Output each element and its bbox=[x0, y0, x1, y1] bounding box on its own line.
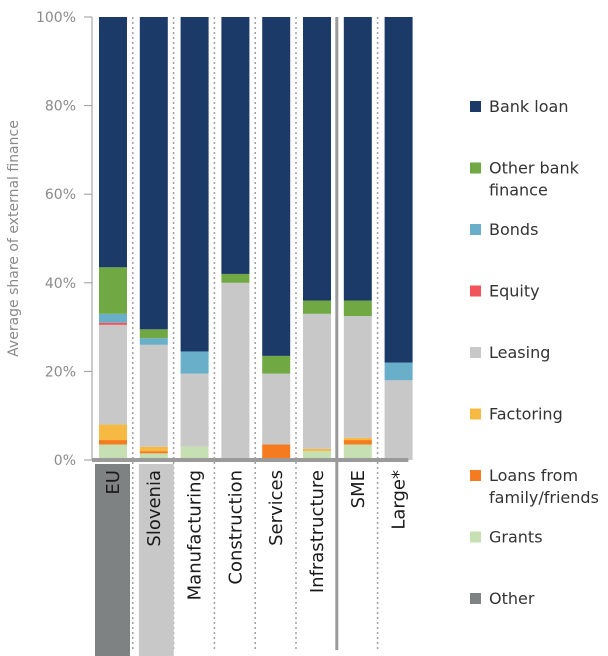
bar-segment-grants bbox=[343, 444, 372, 460]
legend-label: Bank loan bbox=[489, 97, 568, 116]
category-labels: EU Slovenia Manufacturing Construction Servi… bbox=[95, 464, 410, 656]
bar-segment-bank-loan bbox=[303, 17, 331, 301]
legend-label: Other bbox=[489, 589, 535, 608]
bar-segment-other-bank-finance bbox=[262, 355, 291, 374]
legend-label: Bonds bbox=[489, 220, 538, 239]
bar-segment-equity bbox=[99, 322, 127, 325]
bar-segment-leasing bbox=[221, 282, 250, 460]
bar-segment-bank-loan bbox=[262, 17, 291, 356]
bar-segment-loans-from-family-friends bbox=[343, 440, 372, 445]
bar-segment-factoring bbox=[343, 437, 372, 441]
bar-segment-bank-loan bbox=[99, 17, 127, 268]
y-tick-label: 80% bbox=[45, 99, 76, 115]
bar-segment-leasing bbox=[99, 324, 127, 425]
category-label: Slovenia bbox=[144, 470, 165, 547]
y-tick-label: 60% bbox=[45, 187, 76, 203]
bar-segment-bonds bbox=[180, 351, 209, 374]
category-label: Large* bbox=[389, 470, 410, 530]
y-axis-title: Average share of external finance bbox=[6, 120, 22, 357]
bar-segment-leasing bbox=[262, 373, 291, 445]
legend-label: Other bank bbox=[489, 159, 580, 178]
bar-segment-bank-loan bbox=[221, 17, 250, 274]
bar-segment-leasing bbox=[303, 313, 331, 449]
category-label: EU bbox=[103, 470, 124, 495]
category-label: Infrastructure bbox=[307, 470, 328, 593]
bar-segment-bonds bbox=[384, 362, 413, 381]
bar-segment-bank-loan bbox=[139, 17, 168, 330]
category-label: SME bbox=[348, 470, 369, 508]
legend-label: family/friends bbox=[489, 488, 599, 507]
legend-label: Equity bbox=[489, 282, 540, 301]
bar-segment-leasing bbox=[139, 344, 168, 447]
legend-swatch bbox=[470, 162, 481, 174]
bars bbox=[99, 17, 413, 460]
bar-segment-other-bank-finance bbox=[139, 329, 168, 339]
bar-segment-leasing bbox=[343, 316, 372, 438]
bar-segment-other-bank-finance bbox=[221, 273, 250, 283]
y-tick-label: 40% bbox=[45, 276, 76, 292]
legend-label: Loans from bbox=[489, 466, 578, 485]
y-axis: 0% 20% 40% 60% 80% 100% Average share of exter… bbox=[6, 10, 93, 469]
bar-segment-other-bank-finance bbox=[99, 267, 127, 314]
bar-segment-factoring bbox=[139, 446, 168, 452]
legend-swatch bbox=[470, 593, 481, 604]
legend-swatch bbox=[470, 470, 481, 481]
category-label-background bbox=[138, 464, 174, 656]
y-tick-label: 0% bbox=[54, 453, 76, 469]
bar-segment-other-bank-finance bbox=[343, 300, 372, 317]
bar-segment-loans-from-family-friends bbox=[99, 440, 127, 445]
legend-swatch bbox=[470, 347, 481, 358]
legend-swatch bbox=[470, 224, 481, 235]
category-label: Construction bbox=[225, 470, 246, 585]
bar-segment-grants bbox=[303, 451, 331, 460]
legend-label: Leasing bbox=[489, 343, 550, 362]
legend-label: Grants bbox=[489, 528, 543, 547]
legend-swatch bbox=[470, 285, 481, 297]
bar-segment-bank-loan bbox=[384, 17, 413, 363]
bar-segment-leasing bbox=[180, 373, 209, 447]
legend-label: finance bbox=[489, 181, 548, 200]
legend-swatch bbox=[470, 408, 481, 420]
bar-segment-other-bank-finance bbox=[303, 300, 331, 314]
category-label-background bbox=[95, 464, 130, 656]
legend-label: Factoring bbox=[489, 405, 563, 424]
bar-segment-bank-loan bbox=[180, 17, 209, 352]
bar-segment-grants bbox=[139, 453, 168, 460]
bar-segment-bonds bbox=[139, 338, 168, 345]
bar-segment-factoring bbox=[303, 448, 331, 452]
legend-swatch bbox=[470, 101, 481, 112]
category-separators bbox=[132, 17, 379, 650]
bar-segment-grants bbox=[99, 444, 127, 460]
bar-segment-loans-from-family-friends bbox=[262, 444, 291, 460]
bar-segment-leasing bbox=[384, 380, 413, 460]
category-label: Manufacturing bbox=[185, 470, 206, 600]
legend-swatch bbox=[470, 531, 481, 543]
bar-segment-loans-from-family-friends bbox=[139, 451, 168, 454]
y-tick-label: 100% bbox=[36, 10, 76, 26]
y-tick-label: 20% bbox=[45, 364, 76, 380]
bar-segment-bonds bbox=[99, 313, 127, 323]
category-label: Services bbox=[266, 470, 287, 546]
legend: Bank loan Other bank finance Bonds Equity Lea… bbox=[470, 97, 599, 608]
bar-segment-grants bbox=[180, 446, 209, 460]
bar-segment-factoring bbox=[99, 424, 127, 441]
bar-segment-bank-loan bbox=[343, 17, 372, 301]
